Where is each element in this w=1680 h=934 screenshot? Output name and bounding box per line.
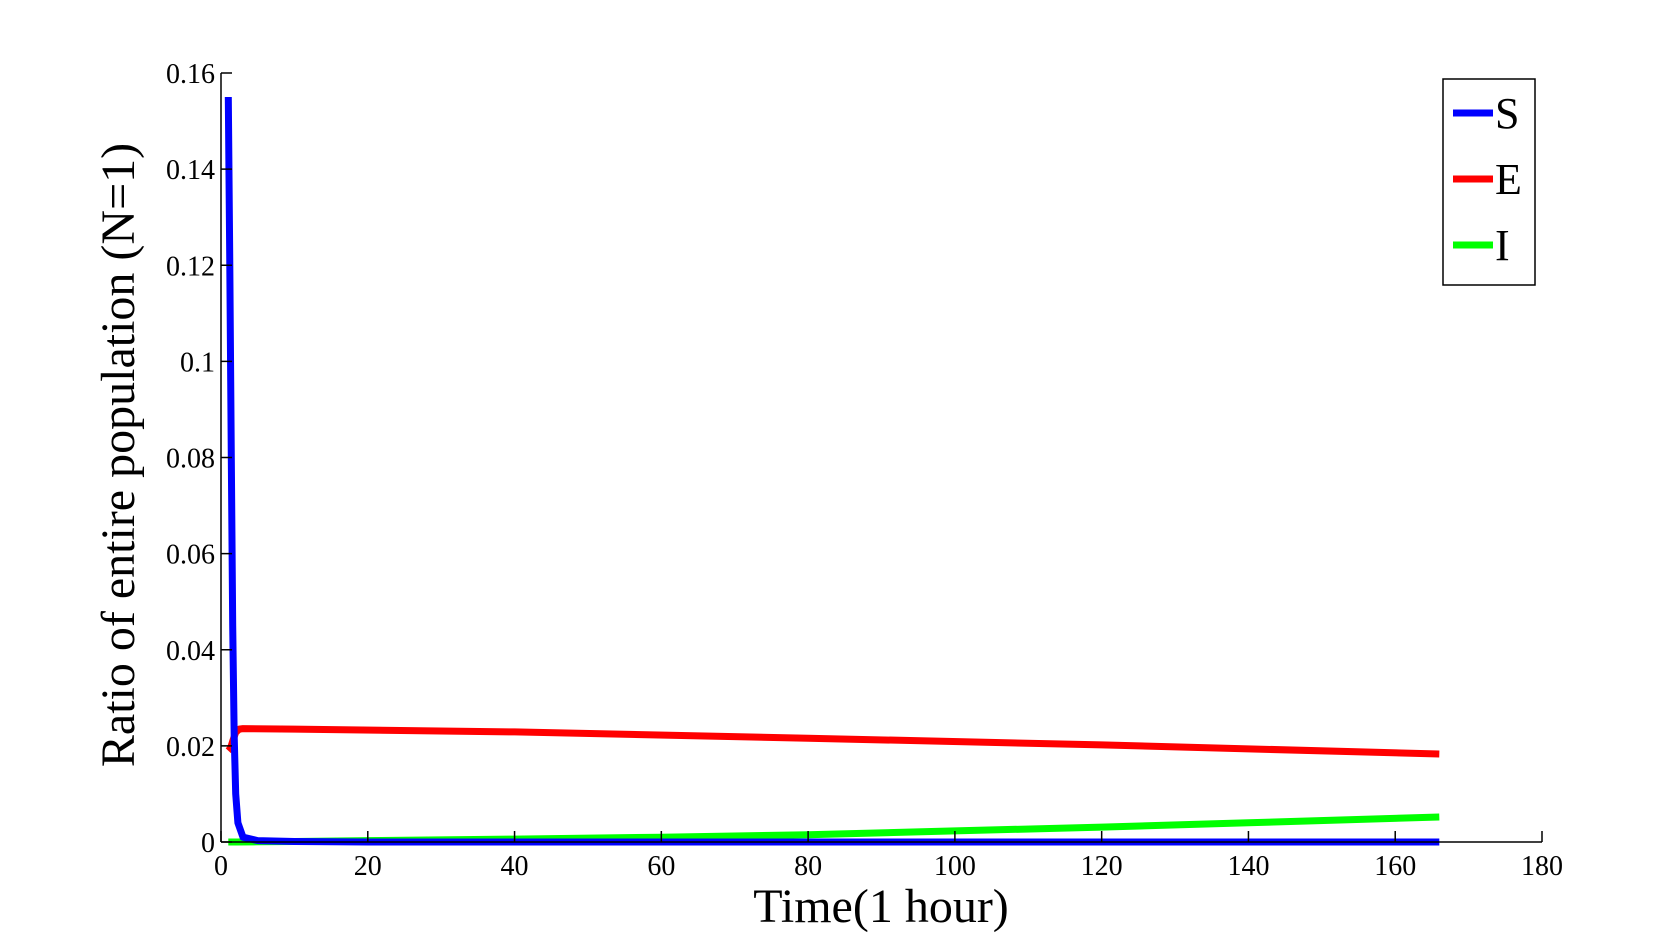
legend-label-e: E [1495,155,1522,204]
y-tick-label: 0.08 [166,444,215,475]
y-tick-label: 0 [201,828,215,859]
y-axis-title: Ratio of entire population (N=1) [92,143,145,767]
x-tick-label: 180 [1521,851,1563,882]
x-tick-label: 60 [647,851,675,882]
y-tick-label: 0.04 [166,636,215,667]
x-tick-label: 120 [1081,851,1123,882]
x-tick-label: 20 [354,851,382,882]
y-tick-label: 0.1 [180,347,215,378]
y-tick-label: 0.16 [166,59,215,90]
y-tick-label: 0.02 [166,732,215,763]
axes-layer: 0 20 40 60 80 100 120 140 160 180 0 0.02 0.04 0.06 0.0… [166,59,1563,882]
x-tick-label: 140 [1227,851,1269,882]
y-tick-label: 0.14 [166,155,215,186]
y-tick-label: 0.12 [166,251,215,282]
x-tick-label: 80 [794,851,822,882]
x-axis-title: Time(1 hour) [753,880,1009,933]
x-tick-label: 100 [934,851,976,882]
y-tick-label: 0.06 [166,540,215,571]
x-tick-label: 40 [501,851,529,882]
legend: SEI [1442,78,1536,286]
legend-label-s: S [1495,89,1519,138]
legend-label-i: I [1495,221,1510,270]
x-tick-label: 160 [1374,851,1416,882]
x-tick-label: 0 [214,851,228,882]
